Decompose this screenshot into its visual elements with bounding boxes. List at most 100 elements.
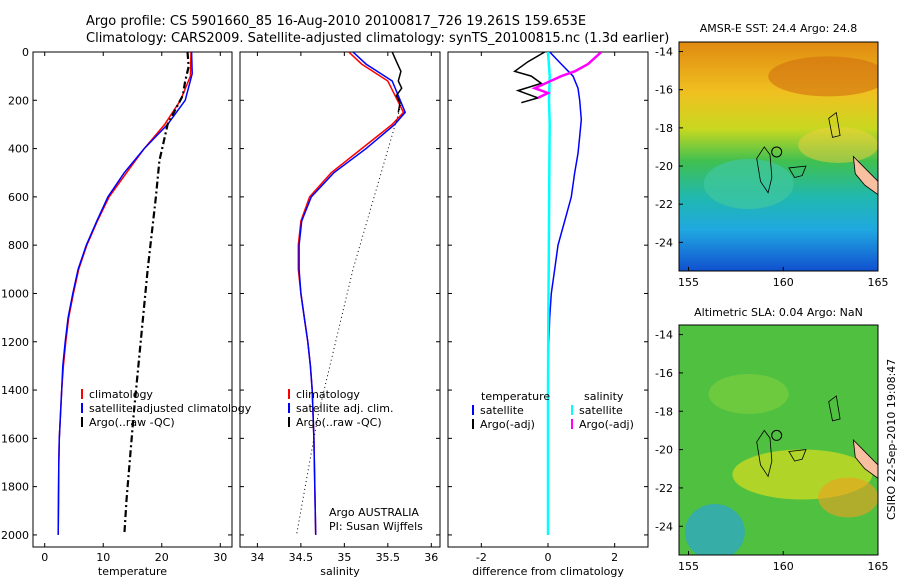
- difference-legend-header: temperature: [481, 390, 550, 403]
- figure-title-line-1: Argo profile: CS 5901660_85 16-Aug-2010 …: [86, 14, 587, 29]
- sla-map-reef-outline: [756, 429, 773, 478]
- sla-map-patch: [708, 374, 789, 414]
- temperature-frame: [32, 51, 233, 548]
- sst-map-panel: AMSR-E SST: 24.4 Argo: 24.8 155 160 165 -14 -…: [655, 22, 888, 289]
- temperature-ytick-label: 1600: [1, 432, 29, 445]
- sst-map-reef-outline: [788, 165, 807, 178]
- temperature-ytick-label: 200: [8, 94, 29, 107]
- sla-map-ytick-label: -18: [655, 405, 673, 418]
- difference-legend-entry: Argo(-adj): [480, 418, 535, 431]
- sla-map-coastline: [852, 438, 878, 479]
- difference-series-temperature-argo-adj-: [513, 52, 546, 104]
- salinity-series-argo-raw-qc-: [391, 52, 403, 113]
- sst-map-ytick-label: -16: [655, 84, 673, 97]
- temperature-ytick-label: 0: [22, 46, 29, 59]
- sla-map-argo-marker: [771, 429, 783, 441]
- salinity-annotation: Argo AUSTRALIA: [329, 506, 419, 519]
- sst-map-ytick-label: -20: [655, 160, 673, 173]
- sst-map-reef-outline: [756, 146, 773, 194]
- salinity-xlabel: salinity: [320, 565, 360, 578]
- sst-map-patch: [798, 127, 878, 164]
- sst-map-ytick-label: -22: [655, 198, 673, 211]
- difference-xtick-label: 0: [545, 551, 552, 564]
- sla-map-reef-outline: [828, 395, 841, 422]
- temperature-series-satellite-adjusted-climatology: [57, 52, 193, 535]
- sst-map-patch: [703, 158, 794, 209]
- sla-map-ytick-label: -16: [655, 367, 673, 380]
- temperature-ytick-label: 600: [8, 191, 29, 204]
- salinity-series-satellite-adj-clim-: [298, 52, 407, 535]
- temperature-xtick-label: 0: [41, 551, 48, 564]
- temperature-ytick-label: 1400: [1, 384, 29, 397]
- sst-map-patch: [768, 56, 878, 97]
- salinity-series-group: [296, 52, 407, 535]
- temperature-ytick-label: 2000: [1, 529, 29, 542]
- sst-map-ytick-label: -18: [655, 122, 673, 135]
- difference-xtick-label: 2: [611, 551, 618, 564]
- temperature-panel: 0 10 20 30 temperature 0 200 400 600 800 1000 1200 1…: [1, 46, 252, 578]
- temperature-xtick-label: 20: [155, 551, 169, 564]
- salinity-xtick-label: 34.5: [289, 551, 314, 564]
- sla-map-frame: [678, 324, 879, 556]
- difference-series-salinity-argo-adj-: [531, 52, 603, 100]
- temperature-xtick-label: 10: [96, 551, 110, 564]
- sst-map-field: [679, 42, 878, 271]
- sla-map-xtick-label: 155: [678, 560, 699, 573]
- sla-map-panel: Altimetric SLA: 0.04 Argo: NaN 155 160 165 -…: [655, 306, 888, 573]
- temperature-ytick-label: 1000: [1, 287, 29, 300]
- difference-legend-entry: satellite: [480, 404, 524, 417]
- temperature-series-climatology: [57, 52, 192, 535]
- temperature-ytick-label: 1200: [1, 336, 29, 349]
- salinity-legend-entry: climatology: [296, 388, 360, 401]
- sst-map-frame: [678, 41, 879, 272]
- sla-map-field: [679, 325, 878, 555]
- salinity-frame: [239, 51, 441, 548]
- salinity-series-reference: [296, 104, 402, 535]
- difference-series-group: [513, 52, 603, 535]
- sla-map-ytick-label: -20: [655, 444, 673, 457]
- difference-legend-header: salinity: [584, 390, 624, 403]
- salinity-xtick-label: 36: [424, 551, 438, 564]
- salinity-annotation: PI: Susan Wijffels: [329, 520, 423, 533]
- temperature-series-group: [57, 52, 193, 535]
- difference-series-salinity-satellite: [546, 52, 551, 535]
- sst-map-ytick-label: -24: [655, 236, 673, 249]
- sla-map-xtick-label: 160: [773, 560, 794, 573]
- sst-map-reef-outline: [828, 111, 841, 138]
- temperature-ytick-label: 1800: [1, 481, 29, 494]
- sst-map-xtick-label: 165: [868, 276, 889, 289]
- salinity-xtick-label: 35.5: [376, 551, 401, 564]
- sst-map-ytick-label: -14: [655, 46, 673, 59]
- sla-map-reef-outline: [788, 449, 807, 462]
- temperature-xtick-label: 30: [213, 551, 227, 564]
- salinity-xtick-label: 35: [337, 551, 351, 564]
- sla-map-title: Altimetric SLA: 0.04 Argo: NaN: [694, 306, 863, 319]
- temperature-series-argo-raw-qc-: [123, 52, 190, 535]
- difference-xtick-label: -2: [476, 551, 487, 564]
- figure-title-line-2: Climatology: CARS2009. Satellite-adjuste…: [86, 31, 670, 46]
- sst-map-xtick-label: 160: [773, 276, 794, 289]
- temperature-legend-entry: climatology: [89, 388, 153, 401]
- temperature-legend-entry: satellite adjusted climatology: [89, 402, 252, 415]
- salinity-legend-entry: satellite adj. clim.: [296, 402, 393, 415]
- sla-map-ytick-label: -24: [655, 520, 673, 533]
- temperature-xlabel: temperature: [98, 565, 167, 578]
- sla-map-patch: [684, 504, 745, 555]
- temperature-ytick-label: 800: [8, 239, 29, 252]
- difference-legend-entry: satellite: [579, 404, 623, 417]
- salinity-legend-entry: Argo(..raw -QC): [296, 416, 382, 429]
- difference-series-temperature-satellite: [547, 52, 583, 535]
- salinity-xtick-label: 34: [250, 551, 264, 564]
- temperature-ytick-label: 400: [8, 143, 29, 156]
- sst-map-coastline: [852, 155, 878, 196]
- sst-map-xtick-label: 155: [678, 276, 699, 289]
- sst-map-argo-marker: [771, 146, 783, 158]
- salinity-panel: 34 34.5 35 35.5 36 salinity climatologysatelli…: [239, 51, 441, 578]
- difference-legend-entry: Argo(-adj): [579, 418, 634, 431]
- sst-map-title: AMSR-E SST: 24.4 Argo: 24.8: [700, 22, 858, 35]
- sla-map-ytick-label: -14: [655, 329, 673, 342]
- difference-xlabel: difference from climatology: [472, 565, 624, 578]
- sla-map-patch: [818, 477, 878, 518]
